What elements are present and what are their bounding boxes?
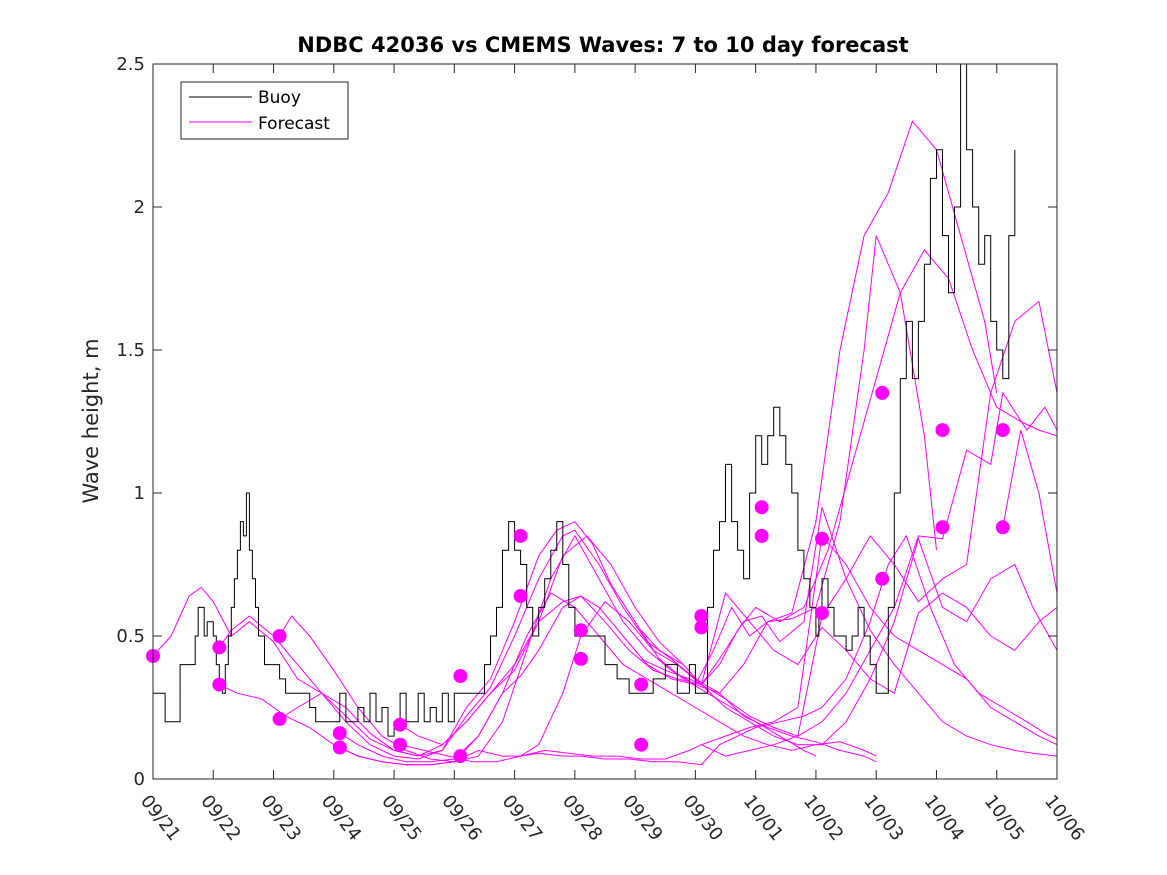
forecast-marker xyxy=(332,726,347,741)
forecast-marker xyxy=(754,500,769,515)
plot-area xyxy=(146,63,1058,780)
y-axis-label: Wave height, m xyxy=(79,338,103,503)
buoy-line-group xyxy=(153,63,1016,737)
y-axis: 0 0.5 1 1.5 2 2.5 xyxy=(116,54,1057,790)
forecast-marker xyxy=(573,623,588,638)
legend-forecast-label: Forecast xyxy=(258,114,330,134)
forecast-marker xyxy=(212,640,227,655)
y-tick-label: 0.5 xyxy=(116,626,145,647)
forecast-marker xyxy=(694,609,709,623)
forecast-line-3 xyxy=(219,592,877,766)
legend: Buoy Forecast xyxy=(180,81,349,140)
buoy-line xyxy=(153,63,1016,737)
legend-buoy-label: Buoy xyxy=(258,88,301,108)
forecast-marker xyxy=(995,520,1010,535)
forecast-line-5 xyxy=(279,120,998,757)
y-tick-label: 1.5 xyxy=(116,340,145,361)
forecast-line-12 xyxy=(640,300,1058,737)
forecast-marker xyxy=(815,531,829,546)
forecast-marker xyxy=(995,423,1010,438)
forecast-marker xyxy=(272,629,287,643)
forecast-marker xyxy=(453,669,468,683)
forecast-marker xyxy=(573,651,588,666)
forecast-line-14 xyxy=(1002,429,1058,594)
forecast-marker xyxy=(634,737,649,752)
forecast-marker xyxy=(272,711,287,726)
forecast-marker xyxy=(513,589,528,603)
y-tick-label: 2 xyxy=(134,197,145,218)
forecast-marker xyxy=(875,571,890,586)
forecast-line-8 xyxy=(399,507,1058,757)
forecast-marker xyxy=(935,423,950,438)
forecast-marker xyxy=(393,717,408,732)
axes-box xyxy=(152,63,1058,780)
forecast-marker xyxy=(935,520,950,535)
chart-title: NDBC 42036 vs CMEMS Waves: 7 to 10 day f… xyxy=(297,33,908,57)
legend-box xyxy=(180,81,349,140)
axes-background xyxy=(153,64,1057,779)
forecast-marker xyxy=(453,749,468,764)
forecast-marker xyxy=(815,606,829,621)
y-tick-label: 1 xyxy=(134,483,145,504)
forecast-marker xyxy=(212,677,227,692)
forecast-marker xyxy=(634,677,649,692)
y-tick-label: 0 xyxy=(134,769,145,790)
forecast-marker xyxy=(393,737,408,752)
forecast-marker xyxy=(513,528,528,543)
forecast-markers xyxy=(146,385,1010,764)
y-tick-label: 2.5 xyxy=(116,54,145,75)
forecast-marker xyxy=(332,740,347,755)
forecast-marker xyxy=(754,528,769,543)
forecast-marker xyxy=(694,620,709,635)
forecast-line-9 xyxy=(399,534,1058,763)
forecast-marker xyxy=(875,385,890,400)
